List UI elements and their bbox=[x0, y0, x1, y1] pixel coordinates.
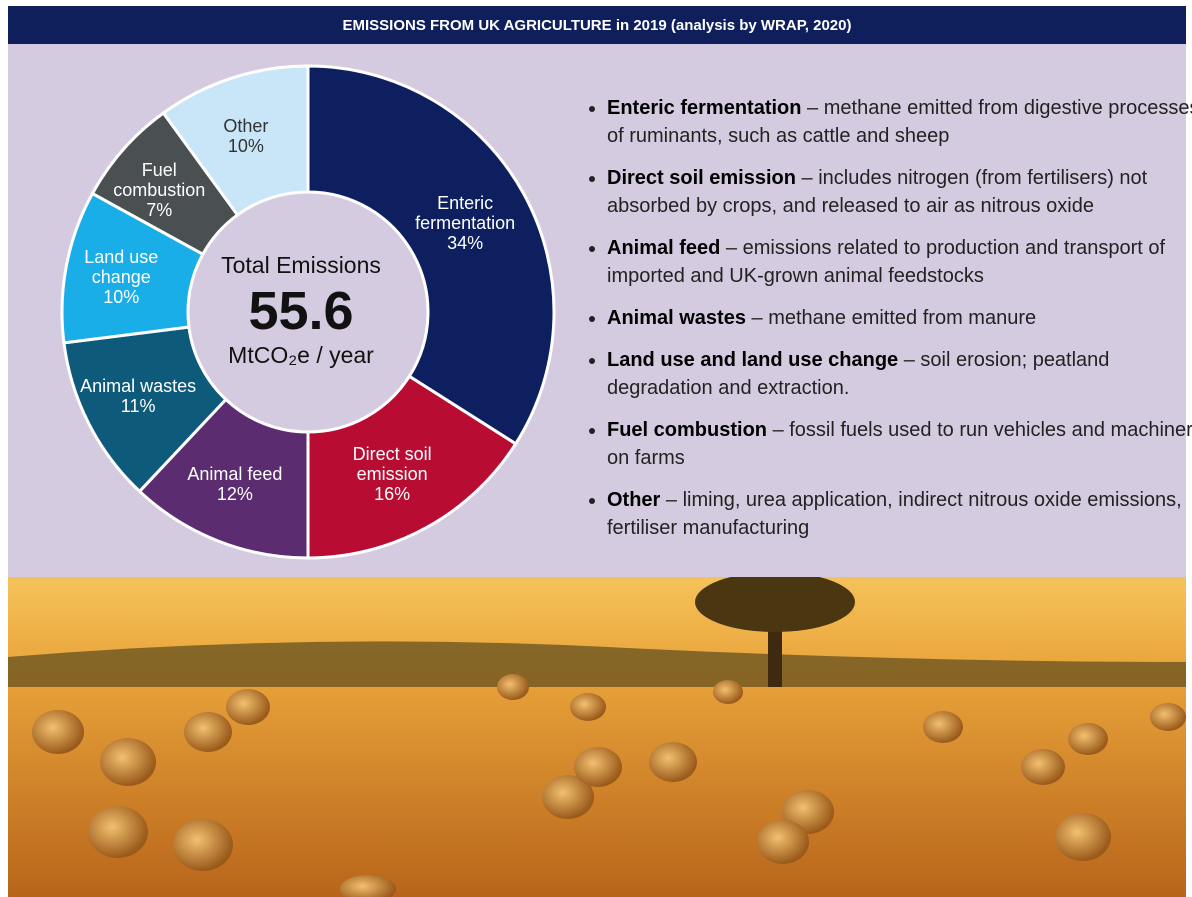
slice-label: Animal wastes 11% bbox=[73, 376, 203, 416]
bullet-item: Animal feed – emissions related to produ… bbox=[607, 234, 1192, 290]
center-label: Total Emissions bbox=[221, 252, 381, 278]
category-label: Animal wastes bbox=[80, 375, 197, 396]
bullet-term: Land use and land use change bbox=[607, 349, 899, 371]
bullet-text: – fossil fuels used to run vehicles and … bbox=[607, 419, 1192, 469]
bullet-item: Enteric fermentation – methane emitted f… bbox=[607, 94, 1192, 150]
bullet-text: – methane emitted from digestive process… bbox=[607, 97, 1192, 147]
category-label: Fuel combustion bbox=[113, 159, 206, 200]
value-label: 16% bbox=[374, 484, 411, 505]
bullet-term: Fuel combustion bbox=[607, 419, 767, 441]
bullet-item: Fuel combustion – fossil fuels used to r… bbox=[607, 416, 1192, 472]
category-label: Direct soil emission bbox=[352, 444, 432, 485]
bullet-text: – methane emitted from manure bbox=[751, 307, 1037, 329]
bullet-item: Direct soil emission – includes nitrogen… bbox=[607, 164, 1192, 220]
slice bbox=[137, 397, 310, 560]
bullet-text: – soil erosion; peatland degradation and… bbox=[607, 349, 1110, 399]
bullet-item: Animal wastes – methane emitted from man… bbox=[607, 304, 1192, 332]
field-photo bbox=[8, 577, 1186, 897]
bullet-item: Other – liming, urea application, indire… bbox=[607, 486, 1192, 542]
category-label: Animal feed bbox=[187, 464, 283, 484]
bullet-term: Animal wastes bbox=[607, 307, 746, 329]
center-value: 55.6 bbox=[248, 281, 354, 341]
slice-label: Animal feed 12% bbox=[170, 464, 300, 504]
slice-label: Direct soil emission 16% bbox=[327, 444, 457, 504]
bullet-list: Enteric fermentation – methane emitted f… bbox=[581, 94, 1192, 556]
bullet-term: Enteric fermentation bbox=[607, 97, 802, 119]
value-label: 10% bbox=[103, 287, 140, 308]
panel: Enteric fermentation 34% Direct soil emiss… bbox=[8, 44, 1192, 577]
value-label: 12% bbox=[216, 484, 253, 504]
slice bbox=[161, 64, 310, 218]
bullet-text: – liming, urea application, indirect nit… bbox=[607, 489, 1182, 539]
value-label: 10% bbox=[227, 136, 264, 157]
bullet-term: Direct soil emission bbox=[607, 167, 796, 189]
value-label: 11% bbox=[120, 395, 156, 416]
slice bbox=[306, 374, 518, 560]
category-label: Enteric fermentation bbox=[415, 192, 516, 233]
category-label: Other bbox=[223, 116, 269, 137]
category-label: Land use change bbox=[84, 247, 159, 288]
value-label: 7% bbox=[146, 199, 173, 220]
donut-chart bbox=[60, 64, 556, 560]
bullet-text: – includes nitrogen (from fertilisers) n… bbox=[607, 167, 1148, 217]
bullet-term: Other bbox=[607, 489, 661, 511]
slice bbox=[306, 64, 556, 446]
slice-label: Other 10% bbox=[181, 116, 311, 156]
slice-label: Enteric fermentation 34% bbox=[400, 193, 530, 253]
bullet-text: – emissions related to production and tr… bbox=[607, 237, 1166, 287]
bullet-item: Land use and land use change – soil eros… bbox=[607, 346, 1192, 402]
center-unit: MtCO₂e / year bbox=[228, 342, 374, 368]
title: EMISSIONS FROM UK AGRICULTURE in 2019 (a… bbox=[8, 6, 1186, 44]
slice-label: Land use change 10% bbox=[56, 247, 186, 307]
value-label: 34% bbox=[447, 232, 484, 253]
slice-label: Fuel combustion 7% bbox=[99, 160, 219, 220]
bullet-term: Animal feed bbox=[607, 237, 721, 259]
